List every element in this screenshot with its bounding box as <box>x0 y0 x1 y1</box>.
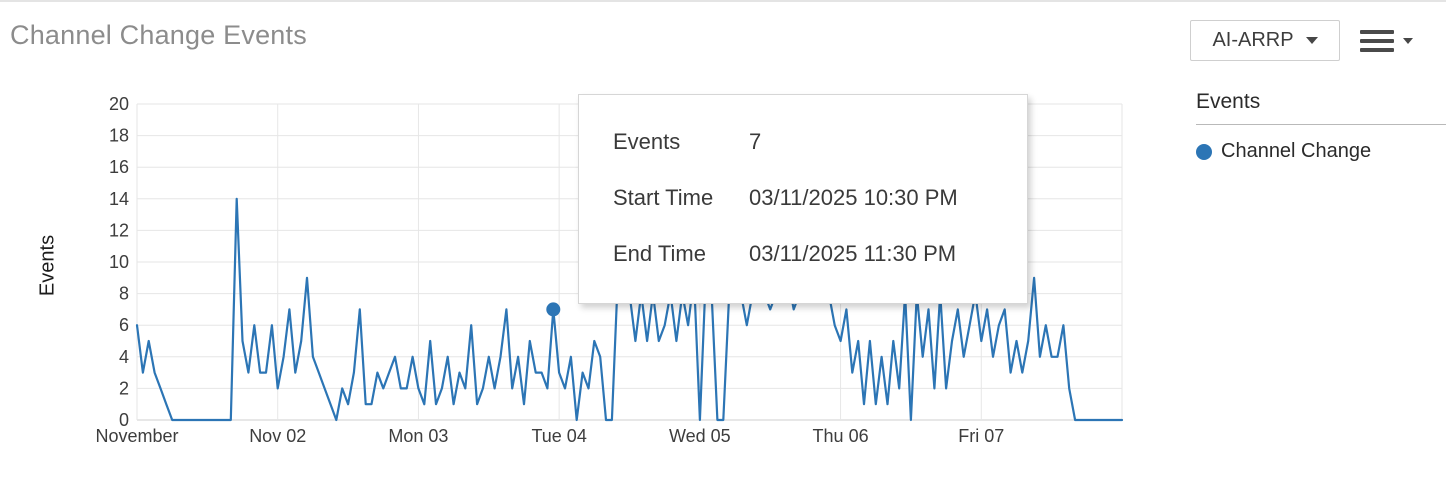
series-marker-icon <box>1196 143 1212 160</box>
x-tick-label: Thu 06 <box>813 426 869 446</box>
y-axis-title: Events <box>36 234 59 297</box>
legend-title: Events <box>1196 90 1261 113</box>
tooltip-row-events: Events 7 <box>613 128 1027 155</box>
page-title: Channel Change Events <box>10 20 307 50</box>
x-tick-label: November <box>95 426 178 446</box>
legend-divider <box>1196 124 1446 125</box>
tooltip-value: 7 <box>749 129 762 154</box>
x-tick-label: Fri 07 <box>958 426 1004 446</box>
y-tick-label: 16 <box>109 157 129 177</box>
chevron-down-icon <box>1403 38 1413 44</box>
tooltip-value: 03/11/2025 11:30 PM <box>749 241 957 266</box>
tooltip-label: End Time <box>613 241 706 266</box>
x-tick-label: Nov 02 <box>249 426 306 446</box>
series-dropdown[interactable]: AI-ARRP <box>1190 20 1340 61</box>
legend: Events Channel Change <box>1196 90 1446 163</box>
tooltip-label: Start Time <box>613 185 714 210</box>
y-tick-label: 14 <box>109 189 129 209</box>
legend-item-channel-change[interactable]: Channel Change <box>1196 140 1446 163</box>
tooltip-label: Events <box>613 129 681 154</box>
chart-menu-button[interactable] <box>1360 27 1413 55</box>
x-tick-label: Wed 05 <box>669 426 731 446</box>
hamburger-menu-icon <box>1360 30 1394 52</box>
y-tick-label: 8 <box>119 284 129 304</box>
y-tick-label: 18 <box>109 126 129 146</box>
x-tick-label: Tue 04 <box>531 426 586 446</box>
x-tick-label: Mon 03 <box>388 426 448 446</box>
tooltip-row-end-time: End Time 03/11/2025 11:30 PM <box>613 240 1027 267</box>
y-tick-label: 6 <box>119 315 129 335</box>
series-dropdown-label: AI-ARRP <box>1212 29 1294 51</box>
y-tick-label: 4 <box>119 347 129 367</box>
y-tick-label: 0 <box>119 410 129 430</box>
y-tick-label: 10 <box>109 252 129 272</box>
chevron-down-icon <box>1305 37 1318 44</box>
chart-tooltip: Events 7 Start Time 03/11/2025 10:30 PM … <box>578 94 1028 304</box>
marked-data-point[interactable] <box>546 302 561 317</box>
y-tick-label: 12 <box>109 220 129 240</box>
y-tick-label: 2 <box>119 378 129 398</box>
legend-item-label: Channel Change <box>1221 140 1372 162</box>
y-tick-label: 20 <box>109 94 129 114</box>
tooltip-row-start-time: Start Time 03/11/2025 10:30 PM <box>613 184 1027 211</box>
tooltip-value: 03/11/2025 10:30 PM <box>749 185 958 210</box>
